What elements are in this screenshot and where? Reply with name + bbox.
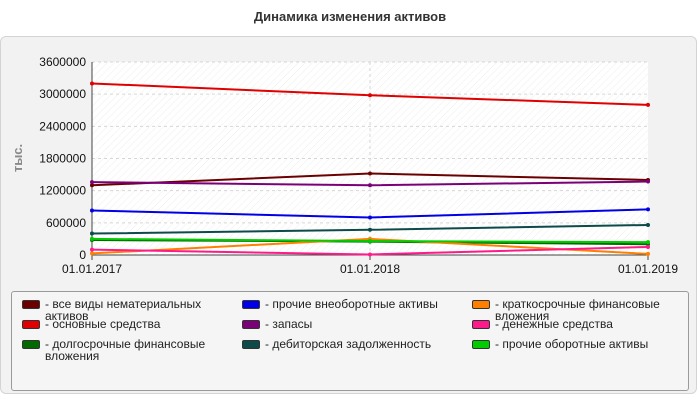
data-point [646,244,650,249]
chart-legend: - все виды нематериальных активов - основ… [11,291,689,391]
legend-item[interactable]: - основные средства [22,318,244,330]
legend-item[interactable]: - долгосрочные финансовые вложения [22,338,244,362]
legend-label: - краткосрочные финансовые вложения [495,297,660,323]
legend-item[interactable]: - денежные средства [472,318,682,330]
legend-item[interactable]: - дебиторская задолженность [242,338,464,350]
legend-item[interactable]: - прочие оборотные активы [472,338,682,350]
legend-swatch [242,320,260,329]
legend-label: - денежные средства [495,317,613,331]
data-point [90,251,94,256]
data-point [368,171,372,176]
y-tick-label: 0 [79,248,86,262]
data-point [368,183,372,188]
data-point [368,252,372,257]
legend-swatch [472,320,490,329]
legend-label: - прочие оборотные активы [495,337,649,351]
y-tick-label: 1800000 [39,152,86,166]
y-tick-label: 2400000 [39,119,86,133]
data-point [90,180,94,185]
legend-swatch [242,340,260,349]
data-point [368,239,372,244]
data-point [646,240,650,245]
legend-label: - долгосрочные финансовые вложения [45,337,206,363]
legend-item[interactable]: - все виды нематериальных активов [22,298,244,322]
data-point [90,81,94,86]
y-tick-label: 3600000 [39,55,86,69]
data-point [646,207,650,212]
legend-swatch [472,300,490,309]
y-tick-label: 1200000 [39,184,86,198]
y-tick-label: 3000000 [39,87,86,101]
data-point [90,231,94,236]
legend-swatch [472,340,490,349]
legend-label: - все виды нематериальных активов [45,297,202,323]
legend-swatch [242,300,260,309]
x-tick-label: 01.01.2019 [618,262,678,276]
data-point [646,251,650,256]
legend-swatch [22,300,40,309]
x-tick-label: 01.01.2018 [340,262,400,276]
data-point [646,102,650,107]
legend-swatch [22,320,40,329]
data-point [368,93,372,98]
legend-item[interactable]: - прочие внеоборотные активы [242,298,464,310]
legend-label: - прочие внеоборотные активы [265,297,438,311]
y-axis-label: тыс. [10,144,25,172]
y-tick-label: 600000 [46,216,86,230]
chart-title: Динамика изменения активов [253,9,447,24]
legend-item[interactable]: - запасы [242,318,464,330]
legend-label: - дебиторская задолженность [265,337,432,351]
legend-label: - запасы [265,317,313,331]
data-point [90,208,94,213]
data-point [368,215,372,220]
data-point [90,236,94,241]
legend-item[interactable]: - краткосрочные финансовые вложения [472,298,682,322]
data-point [646,179,650,184]
line-chart: 0 600000 1200000 1800000 2400000 3000000 36000… [10,55,678,276]
data-point [368,227,372,232]
data-point [90,247,94,252]
data-point [646,222,650,227]
data-point [90,183,94,188]
x-tick-label: 01.01.2017 [62,262,122,276]
legend-swatch [22,340,40,349]
legend-label: - основные средства [45,317,161,331]
